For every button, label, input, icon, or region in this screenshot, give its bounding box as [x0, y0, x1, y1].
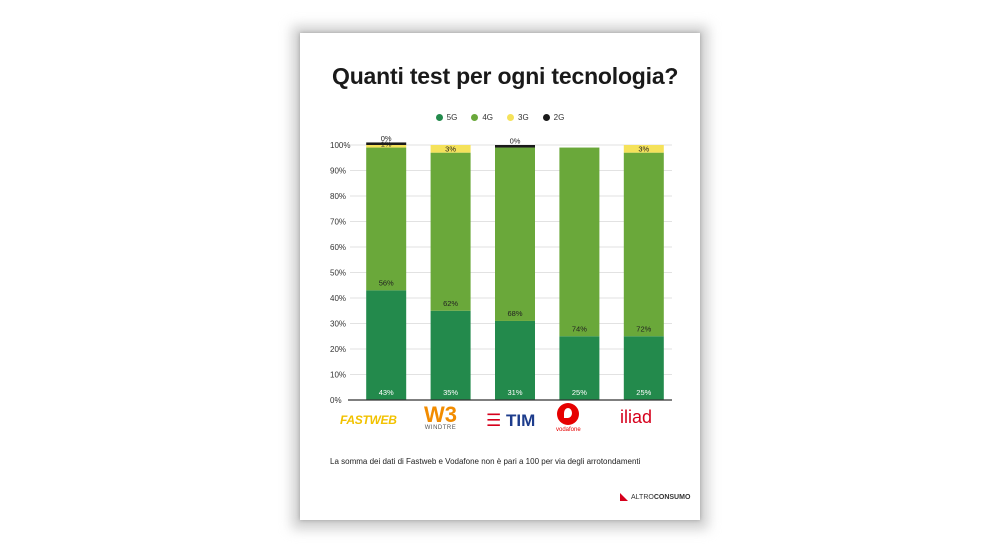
data-label: 25%	[572, 388, 587, 397]
bar-segment-2g	[366, 142, 407, 145]
logo-fastweb: FASTWEB	[340, 413, 397, 427]
chart-card: Quanti test per ogni tecnologia? 5G 4G 3…	[300, 33, 700, 520]
y-tick-label: 50%	[330, 269, 346, 278]
legend-label-5g: 5G	[446, 113, 458, 122]
legend: 5G 4G 3G 2G	[300, 113, 700, 122]
data-label: 68%	[507, 309, 522, 318]
data-label: 74%	[572, 324, 587, 333]
data-label: 62%	[443, 299, 458, 308]
tim-text: TIM	[505, 411, 536, 430]
brand-part1: ALTRO	[631, 493, 654, 501]
legend-item-5g: 5G	[435, 113, 458, 122]
logo-iliad: iliad	[620, 407, 653, 427]
legend-item-4g: 4G	[471, 113, 493, 122]
bar-segment-5g	[623, 336, 664, 400]
data-label: 31%	[507, 388, 522, 397]
data-label: 3%	[445, 145, 456, 154]
y-tick-label: 60%	[330, 243, 346, 252]
legend-label-2g: 2G	[553, 113, 565, 122]
legend-item-3g: 3G	[507, 113, 529, 122]
data-label: 72%	[636, 324, 651, 333]
y-tick-label: 90%	[330, 167, 346, 176]
y-tick-label: 20%	[330, 345, 346, 354]
legend-label-3g: 3G	[518, 113, 529, 122]
bar-segment-2g	[495, 145, 535, 148]
vodafone-text: vodafone	[556, 427, 581, 433]
logo-tim: ☰ TIM	[486, 411, 535, 431]
tim-mark-icon: ☰	[486, 411, 502, 430]
bar-segment-3g	[623, 145, 664, 153]
data-label: 35%	[443, 388, 458, 397]
bar-segment-3g	[430, 145, 471, 153]
data-label: 56%	[379, 278, 394, 287]
altroconsumo-brand: ALTRO CONSUMO	[620, 493, 690, 501]
data-label: 43%	[379, 388, 394, 397]
bar-segment-3g	[366, 145, 407, 148]
bar-segment-4g	[366, 147, 407, 291]
bar-segment-4g	[495, 147, 535, 321]
legend-swatch-3g	[507, 114, 514, 121]
data-label: 0%	[510, 137, 521, 146]
legend-swatch-2g	[542, 114, 550, 121]
data-label: 3%	[638, 145, 649, 154]
bar-segment-5g	[495, 320, 535, 400]
legend-label-4g: 4G	[482, 113, 493, 122]
y-tick-label: 80%	[330, 192, 346, 201]
data-label: 0%	[381, 134, 392, 143]
legend-swatch-5g	[435, 114, 443, 121]
brand-triangle-icon	[620, 493, 628, 501]
legend-swatch-4g	[471, 114, 479, 121]
y-tick-label: 40%	[330, 294, 346, 303]
brand-part2: CONSUMO	[653, 493, 691, 501]
data-label: 25%	[636, 388, 651, 397]
y-tick-label: 0%	[330, 396, 342, 405]
bar-segment-5g	[559, 336, 600, 400]
windtre-mark-icon: W3	[424, 402, 457, 427]
footnote: La somma dei dati di Fastweb e Vodafone …	[330, 457, 641, 466]
bar-segment-4g	[430, 152, 471, 311]
bar-segment-4g	[559, 147, 600, 337]
y-tick-label: 30%	[330, 320, 346, 329]
windtre-text: WINDTRE	[424, 425, 457, 431]
bar-segment-5g	[366, 290, 407, 400]
data-label: 1%	[381, 140, 392, 149]
bar-segment-4g	[623, 152, 664, 337]
y-tick-label: 100%	[330, 141, 350, 150]
stacked-bar-chart: 0% 10% 20% 30% 40% 50% 60% 70% 80% 90% 100% 43% 56% 1…	[330, 134, 672, 405]
logo-vodafone: vodafone	[556, 403, 581, 433]
logo-windtre: W3 WINDTRE	[424, 402, 457, 432]
chart-title: Quanti test per ogni tecnologia?	[332, 63, 679, 89]
y-tick-label: 10%	[330, 371, 346, 380]
bar-segment-5g	[430, 310, 471, 400]
legend-item-2g: 2G	[542, 113, 565, 122]
vodafone-speechmark-icon	[557, 403, 580, 425]
y-tick-label: 70%	[330, 218, 346, 227]
